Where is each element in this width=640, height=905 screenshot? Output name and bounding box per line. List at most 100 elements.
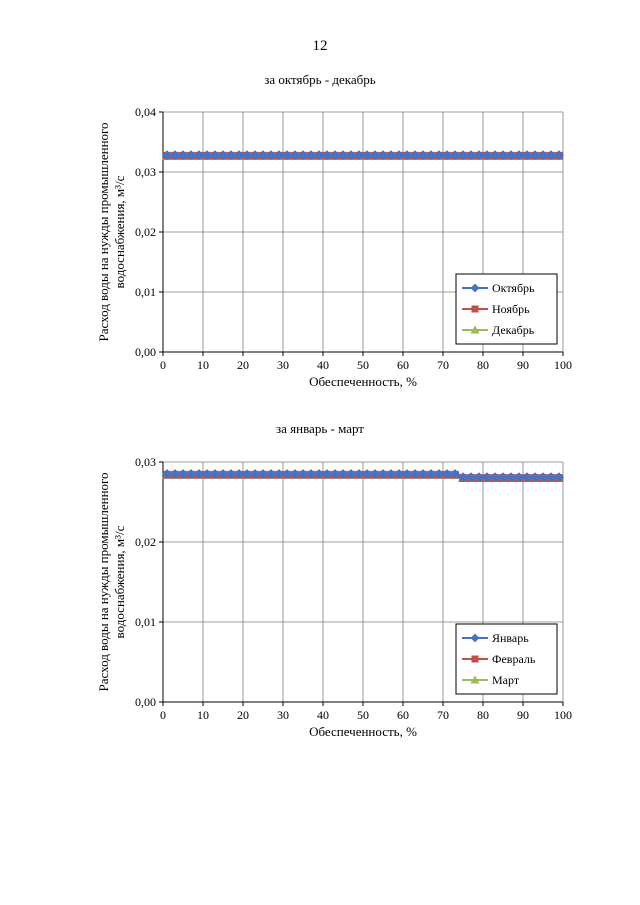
x-tick-label: 10 xyxy=(197,358,209,372)
x-tick-label: 0 xyxy=(160,708,166,722)
y-tick-label: 0,01 xyxy=(135,285,156,299)
data-point xyxy=(410,150,420,161)
x-tick-label: 50 xyxy=(357,358,369,372)
legend-label: Октябрь xyxy=(492,281,535,295)
data-point xyxy=(226,150,236,161)
data-point xyxy=(490,150,500,161)
x-tick-label: 10 xyxy=(197,708,209,722)
x-axis-label: Обеспеченность, % xyxy=(309,374,417,389)
data-point xyxy=(250,150,260,161)
data-point xyxy=(186,150,196,161)
data-point xyxy=(218,469,228,479)
data-point xyxy=(354,150,364,161)
data-point xyxy=(194,469,204,479)
x-tick-label: 80 xyxy=(477,708,489,722)
data-point xyxy=(322,469,332,479)
data-point xyxy=(466,472,476,483)
x-tick-label: 70 xyxy=(437,708,449,722)
data-point xyxy=(442,469,452,479)
data-point xyxy=(330,150,340,161)
data-point xyxy=(418,150,428,161)
x-tick-label: 20 xyxy=(237,708,249,722)
y-axis-label: Расход воды на нужды промышленноговодосн… xyxy=(96,122,127,341)
data-point xyxy=(314,150,324,161)
data-point xyxy=(434,469,444,479)
y-axis-label-line: водоснабжения, м³/с xyxy=(112,175,127,288)
data-point xyxy=(322,150,332,161)
data-point xyxy=(346,469,356,479)
data-point xyxy=(194,150,204,161)
data-point xyxy=(402,469,412,479)
x-tick-label: 60 xyxy=(397,358,409,372)
series-1 xyxy=(162,469,564,483)
data-point xyxy=(490,472,500,483)
y-axis-label: Расход воды на нужды промышленноговодосн… xyxy=(96,472,127,691)
data-point xyxy=(514,150,524,161)
legend-item: Декабрь xyxy=(462,323,535,337)
data-point xyxy=(402,150,412,161)
legend-item: Октябрь xyxy=(462,281,535,295)
y-tick-label: 0,04 xyxy=(135,105,156,119)
x-tick-label: 40 xyxy=(317,358,329,372)
data-point xyxy=(330,469,340,479)
y-tick-label: 0,03 xyxy=(135,165,156,179)
data-point xyxy=(250,469,260,479)
data-point xyxy=(538,150,548,161)
data-point xyxy=(298,150,308,161)
data-point xyxy=(386,469,396,479)
data-point xyxy=(178,469,188,479)
data-point xyxy=(554,472,564,483)
data-point xyxy=(202,469,212,479)
data-point xyxy=(546,472,556,483)
data-point xyxy=(282,469,292,479)
data-point xyxy=(554,150,564,161)
data-point xyxy=(482,472,492,483)
x-tick-label: 80 xyxy=(477,358,489,372)
data-point xyxy=(450,150,460,161)
y-tick-label: 0,00 xyxy=(135,695,156,709)
data-point xyxy=(258,469,268,479)
data-point xyxy=(426,469,436,479)
legend: Октябрь Ноябрь Декабрь xyxy=(455,273,558,345)
data-point xyxy=(386,150,396,161)
data-point xyxy=(522,150,532,161)
legend-item: Февраль xyxy=(462,652,536,666)
data-point xyxy=(370,469,380,479)
x-axis-label: Обеспеченность, % xyxy=(309,724,417,739)
data-point xyxy=(306,469,316,479)
data-point xyxy=(234,469,244,479)
data-point xyxy=(466,150,476,161)
data-point xyxy=(370,150,380,161)
data-point xyxy=(498,472,508,483)
data-point xyxy=(178,150,188,161)
data-point xyxy=(474,472,484,483)
data-point xyxy=(426,150,436,161)
data-point xyxy=(290,150,300,161)
y-axis-label-line: водоснабжения, м³/с xyxy=(112,525,127,638)
legend-marker xyxy=(470,325,480,334)
data-point xyxy=(170,150,180,161)
legend-label: Ноябрь xyxy=(492,302,530,316)
data-point xyxy=(202,150,212,161)
data-point xyxy=(458,472,468,483)
legend-marker xyxy=(471,305,479,313)
data-point xyxy=(210,150,220,161)
data-point xyxy=(498,150,508,161)
chart-1-oct-dec: 0 10 20 30 40 50 60 70 80 90 100 0,00 0,01 0,02 0,03 0,… xyxy=(96,105,572,389)
page-number: 12 xyxy=(312,38,328,54)
legend: Январь Февраль Март xyxy=(455,623,558,695)
data-point xyxy=(362,469,372,479)
x-tick-label: 100 xyxy=(554,708,572,722)
data-point xyxy=(346,150,356,161)
data-point xyxy=(338,150,348,161)
data-point xyxy=(258,150,268,161)
y-tick-label: 0,00 xyxy=(135,345,156,359)
data-point xyxy=(338,469,348,479)
data-point xyxy=(538,472,548,483)
x-tick-label: 60 xyxy=(397,708,409,722)
y-axis-label-line: Расход воды на нужды промышленного xyxy=(96,122,111,341)
legend-marker xyxy=(471,655,479,663)
data-point xyxy=(482,150,492,161)
data-point xyxy=(378,150,388,161)
data-point xyxy=(218,150,228,161)
